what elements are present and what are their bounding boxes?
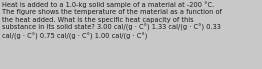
Text: Heat is added to a 1.0-kg solid sample of a material at -200 °C.
The figure show: Heat is added to a 1.0-kg solid sample o… xyxy=(2,1,222,40)
